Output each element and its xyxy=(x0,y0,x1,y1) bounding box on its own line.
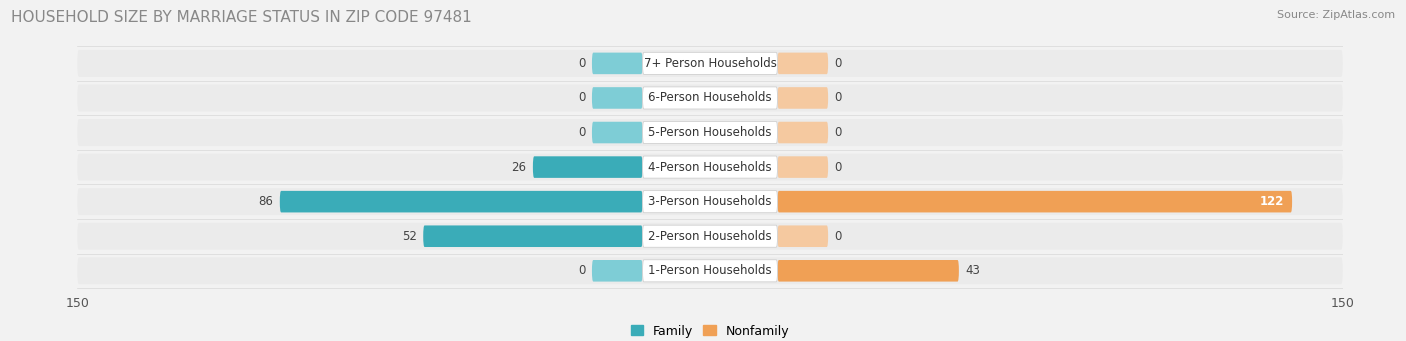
Text: 0: 0 xyxy=(835,230,842,243)
Text: 3-Person Households: 3-Person Households xyxy=(648,195,772,208)
Text: 0: 0 xyxy=(835,57,842,70)
Text: HOUSEHOLD SIZE BY MARRIAGE STATUS IN ZIP CODE 97481: HOUSEHOLD SIZE BY MARRIAGE STATUS IN ZIP… xyxy=(11,10,472,25)
Text: 52: 52 xyxy=(402,230,418,243)
FancyBboxPatch shape xyxy=(778,260,959,282)
FancyBboxPatch shape xyxy=(533,156,643,178)
FancyBboxPatch shape xyxy=(778,225,828,247)
FancyBboxPatch shape xyxy=(778,156,828,178)
FancyBboxPatch shape xyxy=(423,225,643,247)
Text: 5-Person Households: 5-Person Households xyxy=(648,126,772,139)
FancyBboxPatch shape xyxy=(77,257,1343,284)
Text: 122: 122 xyxy=(1260,195,1284,208)
Text: 0: 0 xyxy=(578,57,586,70)
Text: 6-Person Households: 6-Person Households xyxy=(648,91,772,104)
FancyBboxPatch shape xyxy=(592,53,643,74)
FancyBboxPatch shape xyxy=(77,223,1343,250)
FancyBboxPatch shape xyxy=(643,121,778,144)
Text: 0: 0 xyxy=(835,91,842,104)
FancyBboxPatch shape xyxy=(280,191,643,212)
FancyBboxPatch shape xyxy=(77,119,1343,146)
Legend: Family, Nonfamily: Family, Nonfamily xyxy=(626,320,794,341)
Text: Source: ZipAtlas.com: Source: ZipAtlas.com xyxy=(1277,10,1395,20)
Text: 4-Person Households: 4-Person Households xyxy=(648,161,772,174)
FancyBboxPatch shape xyxy=(778,122,828,143)
Text: 26: 26 xyxy=(512,161,527,174)
FancyBboxPatch shape xyxy=(592,87,643,109)
FancyBboxPatch shape xyxy=(77,85,1343,112)
FancyBboxPatch shape xyxy=(643,260,778,282)
FancyBboxPatch shape xyxy=(778,87,828,109)
FancyBboxPatch shape xyxy=(643,156,778,178)
Text: 1-Person Households: 1-Person Households xyxy=(648,264,772,277)
Text: 86: 86 xyxy=(259,195,273,208)
Text: 0: 0 xyxy=(578,126,586,139)
FancyBboxPatch shape xyxy=(77,153,1343,181)
FancyBboxPatch shape xyxy=(778,191,1292,212)
Text: 7+ Person Households: 7+ Person Households xyxy=(644,57,776,70)
FancyBboxPatch shape xyxy=(592,260,643,282)
FancyBboxPatch shape xyxy=(643,225,778,247)
FancyBboxPatch shape xyxy=(77,50,1343,77)
FancyBboxPatch shape xyxy=(643,191,778,213)
Text: 2-Person Households: 2-Person Households xyxy=(648,230,772,243)
Text: 0: 0 xyxy=(835,126,842,139)
Text: 0: 0 xyxy=(578,264,586,277)
Text: 0: 0 xyxy=(835,161,842,174)
FancyBboxPatch shape xyxy=(592,122,643,143)
FancyBboxPatch shape xyxy=(77,188,1343,215)
Text: 43: 43 xyxy=(966,264,980,277)
FancyBboxPatch shape xyxy=(778,53,828,74)
Text: 0: 0 xyxy=(578,91,586,104)
FancyBboxPatch shape xyxy=(643,87,778,109)
FancyBboxPatch shape xyxy=(643,52,778,74)
